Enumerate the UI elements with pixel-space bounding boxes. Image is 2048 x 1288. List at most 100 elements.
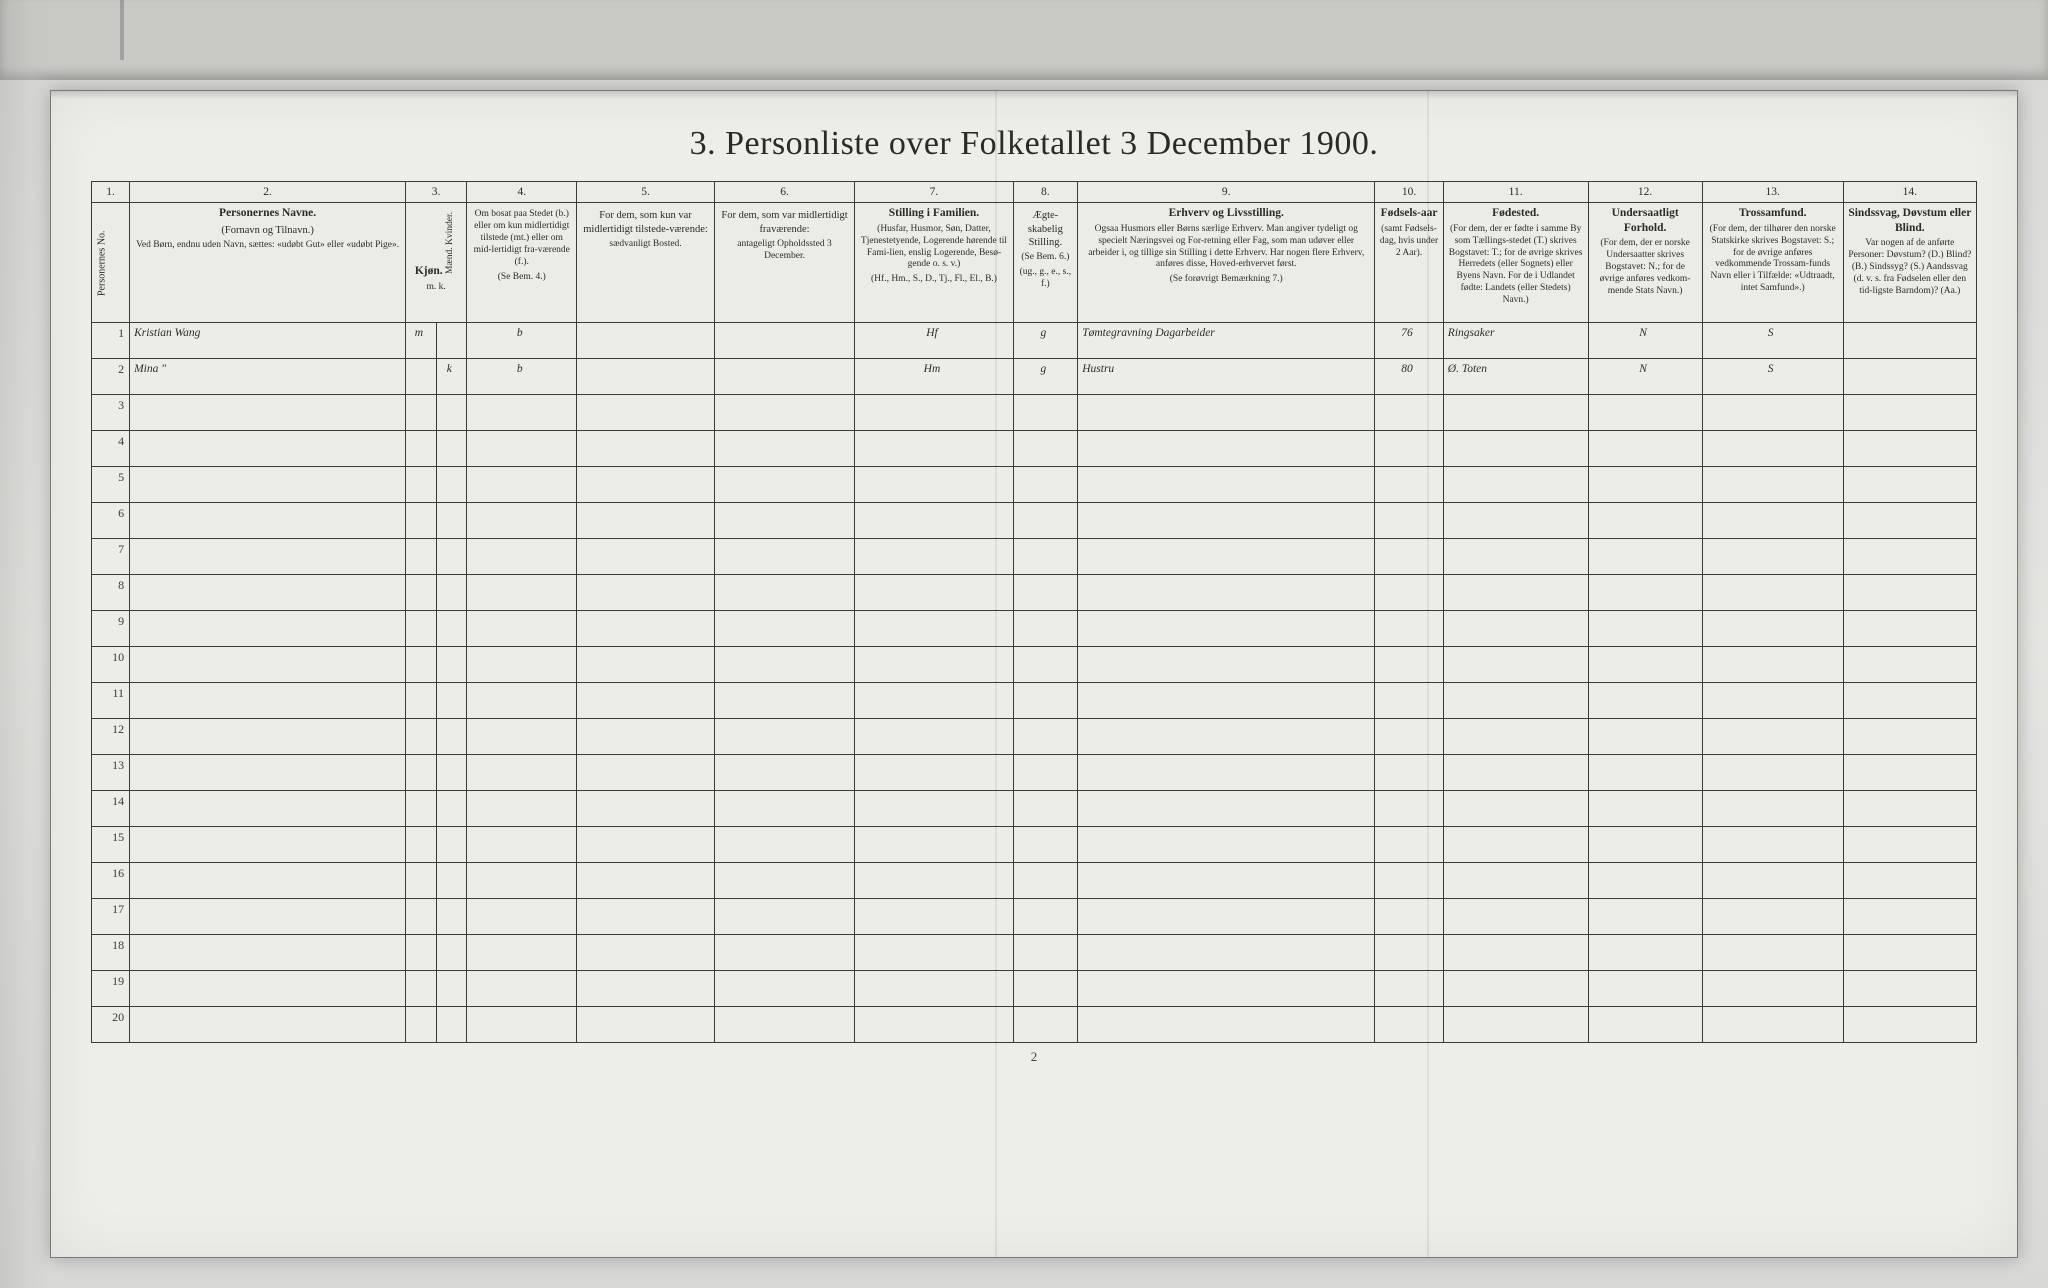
handwritten-cell: [714, 359, 855, 395]
empty-cell: [467, 935, 577, 971]
empty-cell: [436, 791, 466, 827]
empty-cell: [130, 611, 406, 647]
empty-cell: [1443, 611, 1588, 647]
empty-cell: [1013, 935, 1078, 971]
page-title: 3. Personliste over Folketallet 3 Decemb…: [91, 125, 1977, 163]
empty-cell: [1588, 971, 1702, 1007]
table-row: 18: [92, 935, 1977, 971]
empty-cell: [1443, 827, 1588, 863]
head-residence: Om bosat paa Stedet (b.) eller om kun mi…: [467, 203, 577, 323]
empty-cell: [467, 467, 577, 503]
table-row: 11: [92, 683, 1977, 719]
colnum: 13.: [1702, 182, 1843, 203]
empty-cell: [1013, 611, 1078, 647]
row-number: 9: [92, 611, 130, 647]
empty-cell: [1078, 935, 1375, 971]
row-number: 2: [92, 359, 130, 395]
handwritten-cell: Hm: [855, 359, 1013, 395]
empty-cell: [1078, 431, 1375, 467]
empty-cell: [1588, 467, 1702, 503]
empty-cell: [855, 935, 1013, 971]
row-number: 5: [92, 467, 130, 503]
empty-cell: [714, 971, 855, 1007]
empty-cell: [1013, 467, 1078, 503]
empty-cell: [467, 971, 577, 1007]
head-birthplace: Fødested. (For dem, der er fødte i samme…: [1443, 203, 1588, 323]
colnum: 10.: [1375, 182, 1444, 203]
empty-cell: [1702, 827, 1843, 863]
empty-cell: [577, 863, 714, 899]
empty-cell: [1078, 899, 1375, 935]
empty-cell: [1843, 539, 1976, 575]
table-row: 12: [92, 719, 1977, 755]
empty-cell: [436, 1007, 466, 1043]
empty-cell: [1013, 575, 1078, 611]
empty-cell: [714, 539, 855, 575]
empty-cell: [1702, 539, 1843, 575]
empty-cell: [714, 683, 855, 719]
empty-cell: [1443, 1007, 1588, 1043]
empty-cell: [1375, 791, 1444, 827]
empty-cell: [1588, 935, 1702, 971]
row-number: 17: [92, 899, 130, 935]
empty-cell: [1078, 971, 1375, 1007]
empty-cell: [1078, 539, 1375, 575]
empty-cell: [1702, 503, 1843, 539]
empty-cell: [714, 899, 855, 935]
head-person-no: Personernes No.: [92, 203, 130, 323]
colnum: 2.: [130, 182, 406, 203]
empty-cell: [1078, 611, 1375, 647]
empty-cell: [855, 719, 1013, 755]
empty-cell: [577, 611, 714, 647]
empty-cell: [1375, 935, 1444, 971]
row-number: 14: [92, 791, 130, 827]
empty-cell: [1843, 467, 1976, 503]
table-row: 5: [92, 467, 1977, 503]
empty-cell: [1588, 719, 1702, 755]
empty-cell: [467, 503, 577, 539]
empty-cell: [1843, 755, 1976, 791]
empty-cell: [1375, 647, 1444, 683]
handwritten-cell: [436, 323, 466, 359]
handwritten-cell: Tømtegravning Dagarbeider: [1078, 323, 1375, 359]
empty-cell: [1443, 971, 1588, 1007]
empty-cell: [714, 827, 855, 863]
empty-cell: [1443, 467, 1588, 503]
empty-cell: [436, 683, 466, 719]
empty-cell: [406, 395, 436, 431]
row-number: 20: [92, 1007, 130, 1043]
colnum: 12.: [1588, 182, 1702, 203]
colnum: 9.: [1078, 182, 1375, 203]
empty-cell: [1588, 575, 1702, 611]
handwritten-cell: S: [1702, 323, 1843, 359]
empty-cell: [855, 431, 1013, 467]
census-table: 1. 2. 3. 4. 5. 6. 7. 8. 9. 10. 11. 12. 1…: [91, 181, 1977, 1043]
table-row: 9: [92, 611, 1977, 647]
handwritten-cell: g: [1013, 359, 1078, 395]
empty-cell: [467, 755, 577, 791]
empty-cell: [1375, 971, 1444, 1007]
empty-cell: [1843, 971, 1976, 1007]
empty-cell: [714, 395, 855, 431]
table-row: 7: [92, 539, 1977, 575]
empty-cell: [1443, 431, 1588, 467]
empty-cell: [1843, 431, 1976, 467]
empty-cell: [1078, 647, 1375, 683]
empty-cell: [714, 755, 855, 791]
empty-cell: [1443, 395, 1588, 431]
empty-cell: [436, 431, 466, 467]
empty-cell: [467, 575, 577, 611]
row-number: 19: [92, 971, 130, 1007]
handwritten-cell: k: [436, 359, 466, 395]
empty-cell: [1443, 791, 1588, 827]
empty-cell: [406, 575, 436, 611]
column-heading-row: Personernes No. Personernes Navne. (Forn…: [92, 203, 1977, 323]
empty-cell: [1702, 647, 1843, 683]
colnum: 1.: [92, 182, 130, 203]
empty-cell: [1588, 899, 1702, 935]
document-page: 3. Personliste over Folketallet 3 Decemb…: [50, 90, 2018, 1258]
empty-cell: [130, 899, 406, 935]
empty-cell: [1702, 467, 1843, 503]
empty-cell: [1443, 539, 1588, 575]
handwritten-cell: m: [406, 323, 436, 359]
